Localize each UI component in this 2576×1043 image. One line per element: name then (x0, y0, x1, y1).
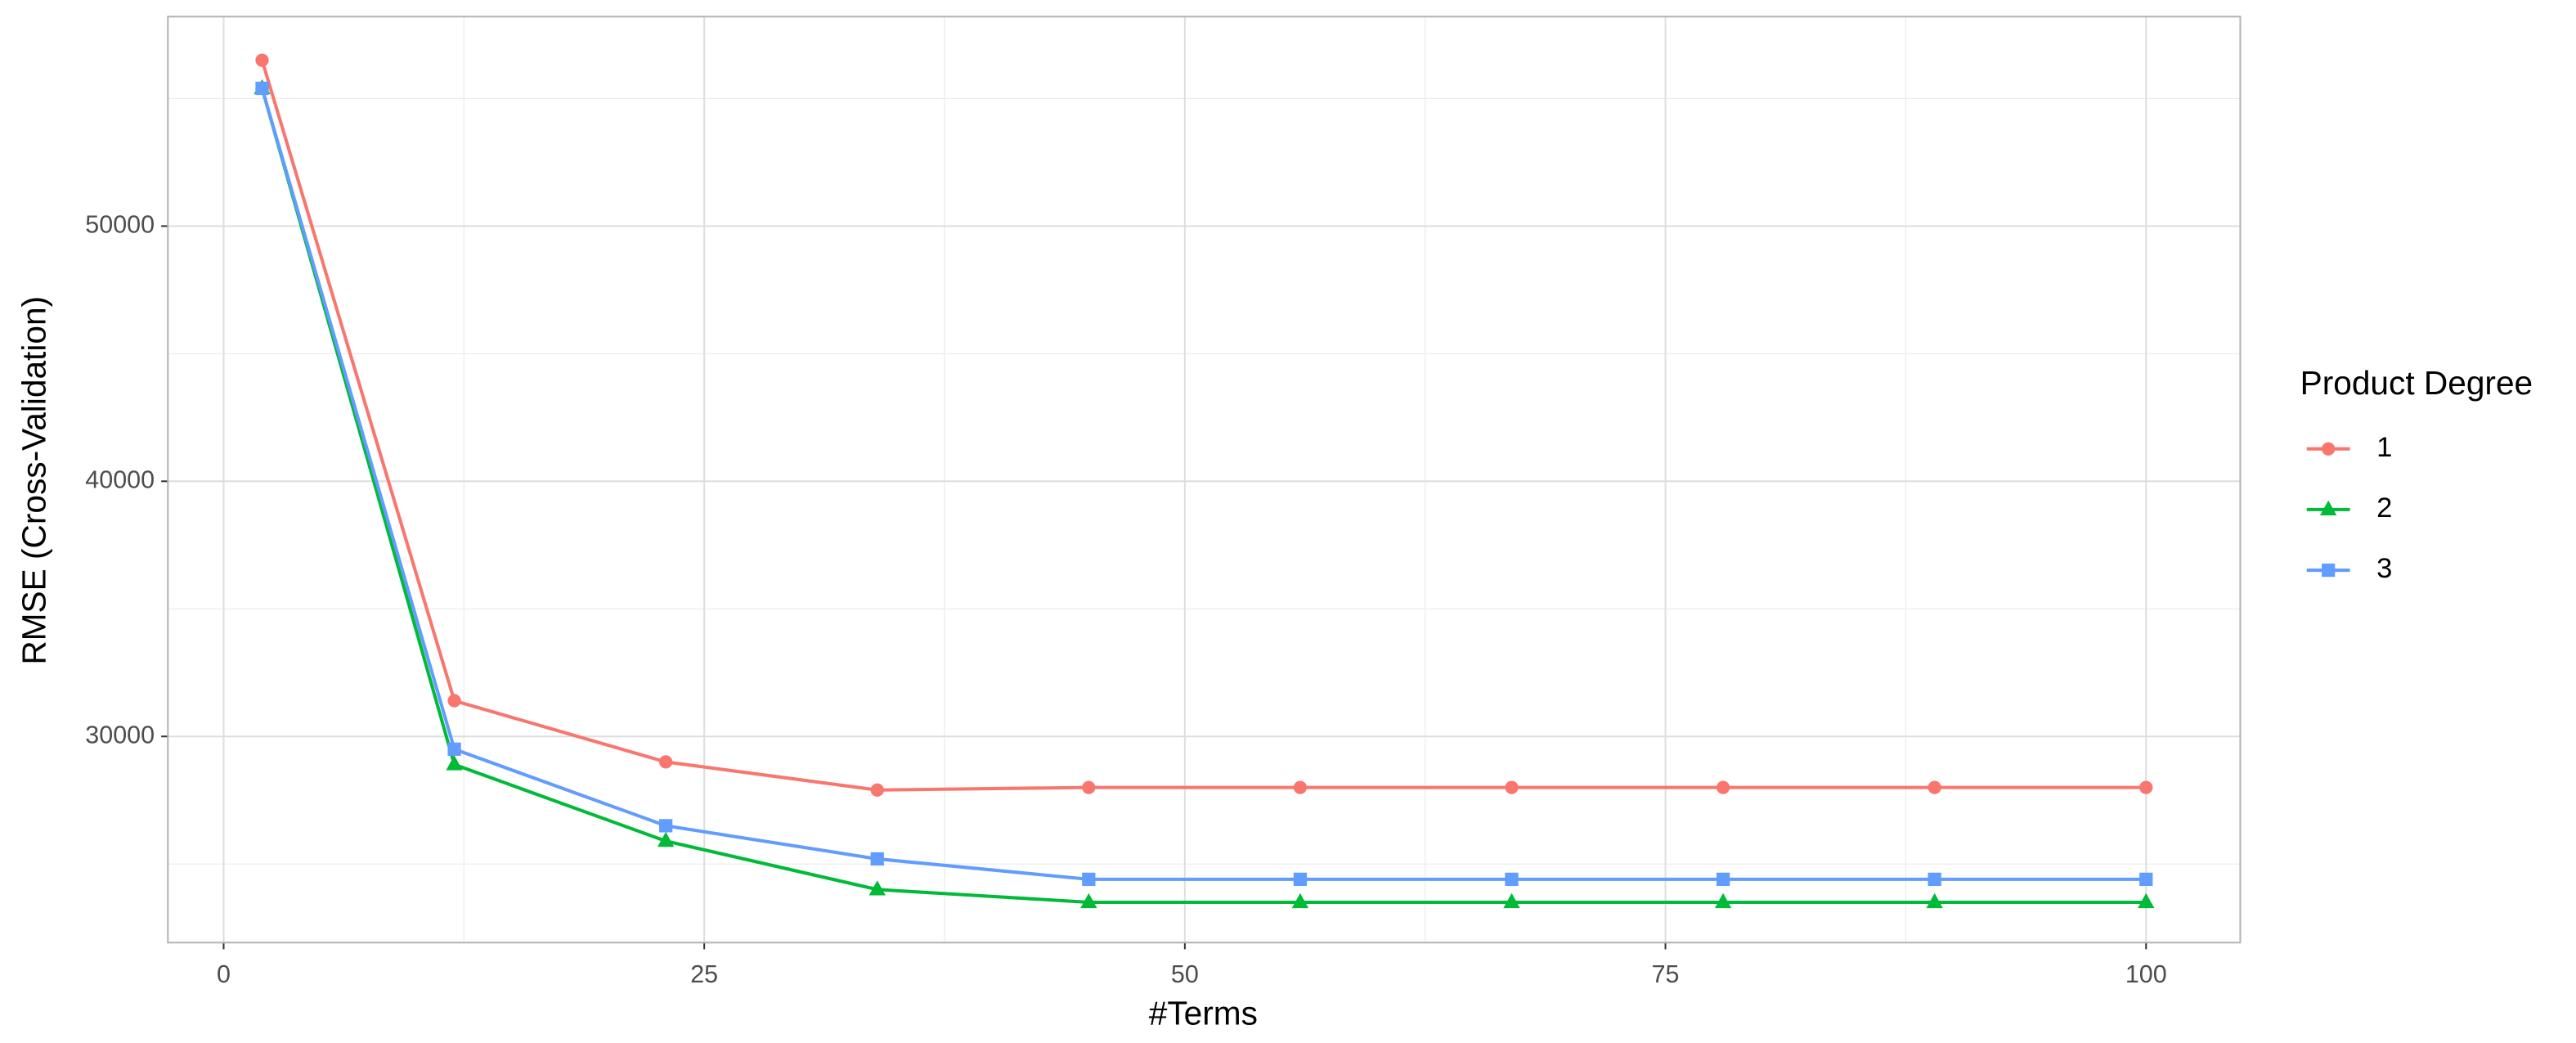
marker (447, 742, 461, 756)
legend-label: 3 (2376, 553, 2392, 584)
marker (1928, 780, 1941, 794)
y-tick-label: 50000 (85, 210, 155, 238)
x-tick-label: 0 (217, 960, 231, 988)
x-tick-label: 75 (1652, 960, 1680, 988)
marker (1926, 892, 1943, 909)
marker (2139, 872, 2153, 887)
marker (1082, 872, 1096, 887)
marker (870, 852, 884, 866)
y-tick-label: 40000 (85, 465, 155, 493)
marker (659, 819, 673, 833)
marker (868, 880, 886, 896)
x-tick-label: 100 (2125, 960, 2167, 988)
legend-title: Product Degree (2300, 364, 2533, 402)
legend-label: 1 (2376, 432, 2392, 463)
marker (1082, 780, 1096, 794)
series-line (260, 60, 2147, 792)
marker (870, 783, 884, 797)
y-axis-title: RMSE (Cross-Validation) (15, 296, 52, 665)
marker (1714, 892, 1732, 909)
series-line (260, 88, 2147, 905)
marker (1293, 780, 1308, 794)
marker (1291, 892, 1309, 909)
marker (446, 755, 463, 771)
y-tick-label: 30000 (85, 721, 155, 749)
marker (1928, 872, 1941, 887)
marker (2322, 442, 2336, 456)
marker (255, 81, 269, 96)
marker (255, 53, 269, 67)
plot-border (167, 16, 2242, 944)
marker (1293, 872, 1308, 887)
marker (447, 694, 461, 708)
x-tick-label: 50 (1171, 960, 1199, 988)
x-tick-label: 25 (690, 960, 718, 988)
series-line (260, 88, 2147, 881)
marker (2319, 500, 2337, 515)
marker (1716, 872, 1730, 887)
marker (2139, 780, 2153, 794)
marker (1505, 780, 1519, 794)
marker (1716, 780, 1730, 794)
marker (657, 831, 675, 847)
legend-label: 2 (2376, 492, 2392, 524)
marker (2322, 563, 2336, 578)
marker (1505, 872, 1519, 887)
marker (1503, 892, 1520, 909)
marker (659, 755, 673, 769)
marker (2138, 892, 2155, 909)
x-axis-title: #Terms (1149, 994, 1258, 1032)
marker (1080, 892, 1097, 909)
